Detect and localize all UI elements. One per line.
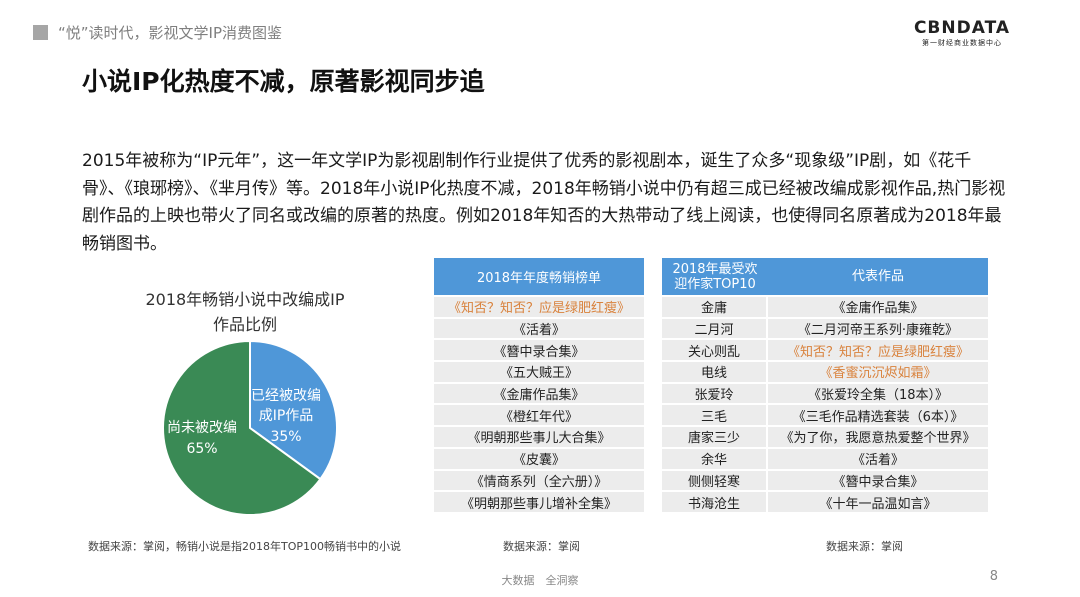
table-row: 余华 《活着》 (662, 448, 988, 469)
table-row: 《皮囊》 (434, 448, 644, 469)
header-square-icon (33, 25, 48, 40)
table-row: 唐家三少 《为了你，我愿意热爱整个世界》 (662, 427, 988, 447)
bestseller-title: 《活着》 (434, 318, 644, 339)
table-row: 三毛 《三毛作品精选套装（6本）》 (662, 405, 988, 426)
bestseller-table-header: 2018年年度畅销榜单 (434, 258, 644, 295)
table-row: 《五大贼王》 (434, 362, 644, 382)
representative-work: 《张爱玲全集（18本）》 (768, 383, 988, 404)
representative-work: 《三毛作品精选套装（6本）》 (768, 405, 988, 426)
author-name: 电线 (662, 362, 768, 382)
pie-slice-adapted (249, 339, 338, 481)
bestseller-title: 《皮囊》 (434, 448, 644, 469)
pie-label-not-adapted: 尚未被改编 (167, 420, 237, 436)
pie-title-line-2: 作品比例 (212, 315, 277, 334)
slide-title: 小说IP化热度不减，原著影视同步追 (82, 67, 485, 96)
table-row: 《明朝那些事儿大合集》 (434, 427, 644, 447)
bestseller-title: 《知否？知否？应是绿肥红瘦》 (434, 297, 644, 317)
author-name: 张爱玲 (662, 383, 768, 404)
logo-main-text: CBNDATA (913, 18, 1010, 38)
table-row: 《情商系列（全六册）》 (434, 470, 644, 491)
table-row: 《知否？知否？应是绿肥红瘦》 (434, 297, 644, 317)
bestseller-title: 《橙红年代》 (434, 405, 644, 426)
table-row: 二月河 《二月河帝王系列·康雍乾》 (662, 318, 988, 339)
bestseller-source-note: 数据来源：掌阅 (503, 540, 580, 553)
pie-value-adapted: 35% (270, 429, 301, 445)
table-row: 《橙红年代》 (434, 405, 644, 426)
cbndata-logo: CBNDATA 第一财经商业数据中心 (914, 18, 1010, 48)
bestseller-table: 2018年年度畅销榜单 《知否？知否？应是绿肥红瘦》 《活着》 《簪中录合集》 《五大… (434, 256, 644, 514)
header-title: “悦”读时代，影视文学IP消费图鉴 (58, 24, 283, 42)
table-row: 张爱玲 《张爱玲全集（18本）》 (662, 383, 988, 404)
representative-work: 《簪中录合集》 (768, 470, 988, 491)
bestseller-title: 《簪中录合集》 (434, 340, 644, 361)
representative-work: 《二月河帝王系列·康雍乾》 (768, 318, 988, 339)
pie-label-adapted-line-2: 成IP作品 (259, 408, 314, 424)
representative-work: 《为了你，我愿意热爱整个世界》 (768, 427, 988, 447)
works-header: 代表作品 (768, 258, 988, 295)
representative-work: 《十年一品温如言》 (768, 492, 988, 512)
author-name: 二月河 (662, 318, 768, 339)
pie-label-adapted-line-1: 已经被改编 (251, 388, 321, 404)
authors-header-line-1: 2018年最受欢 (672, 261, 758, 277)
representative-work: 《香蜜沉沉烬如霜》 (768, 362, 988, 382)
table-row: 《金庸作品集》 (434, 383, 644, 404)
bestseller-title: 《情商系列（全六册）》 (434, 470, 644, 491)
pie-slice-not-adapted (162, 339, 322, 516)
top-authors-table: 2018年最受欢 迎作家TOP10 代表作品 金庸 《金庸作品集》 二月河 《二月河帝… (662, 256, 988, 514)
intro-paragraph: 2015年被称为“IP元年”，这一年文学IP为影视剧制作行业提供了优秀的影视剧本… (82, 151, 1006, 254)
page-number: 8 (989, 569, 998, 584)
table-row: 关心则乱 《知否？知否？应是绿肥红瘦》 (662, 340, 988, 361)
table-row: 《活着》 (434, 318, 644, 339)
table-row: 《簪中录合集》 (434, 340, 644, 361)
bestseller-title: 《金庸作品集》 (434, 383, 644, 404)
pie-title-line-1: 2018年畅销小说中改编成IP (145, 290, 345, 309)
author-name: 余华 (662, 448, 768, 469)
table-row: 侧侧轻寒 《簪中录合集》 (662, 470, 988, 491)
table-row: 《明朝那些事儿增补全集》 (434, 492, 644, 512)
pie-chart-title: 2018年畅销小说中改编成IP 作品比例 (130, 287, 360, 337)
bestseller-title: 《五大贼王》 (434, 362, 644, 382)
representative-work: 《活着》 (768, 448, 988, 469)
authors-source-note: 数据来源：掌阅 (826, 540, 903, 553)
author-name: 书海沧生 (662, 492, 768, 512)
author-name: 关心则乱 (662, 340, 768, 361)
pie-chart: 已经被改编 成IP作品 35% 尚未被改编 65% (162, 339, 338, 516)
author-name: 三毛 (662, 405, 768, 426)
representative-work: 《知否？知否？应是绿肥红瘦》 (768, 340, 988, 361)
logo-sub-text: 第一财经商业数据中心 (921, 39, 1002, 47)
author-name: 唐家三少 (662, 427, 768, 447)
table-row: 金庸 《金庸作品集》 (662, 297, 988, 317)
footer-slogan: 大数据 全洞察 (501, 574, 579, 587)
author-name: 侧侧轻寒 (662, 470, 768, 491)
pie-source-note: 数据来源：掌阅，畅销小说是指2018年TOP100畅销书中的小说 (88, 540, 401, 553)
authors-header-line-2: 迎作家TOP10 (674, 276, 756, 292)
bestseller-title: 《明朝那些事儿大合集》 (434, 427, 644, 447)
representative-work: 《金庸作品集》 (768, 297, 988, 317)
author-name: 金庸 (662, 297, 768, 317)
authors-header: 2018年最受欢 迎作家TOP10 (662, 258, 768, 295)
table-row: 书海沧生 《十年一品温如言》 (662, 492, 988, 512)
table-row: 电线 《香蜜沉沉烬如霜》 (662, 362, 988, 382)
pie-value-not-adapted: 65% (186, 441, 217, 457)
bestseller-title: 《明朝那些事儿增补全集》 (434, 492, 644, 512)
